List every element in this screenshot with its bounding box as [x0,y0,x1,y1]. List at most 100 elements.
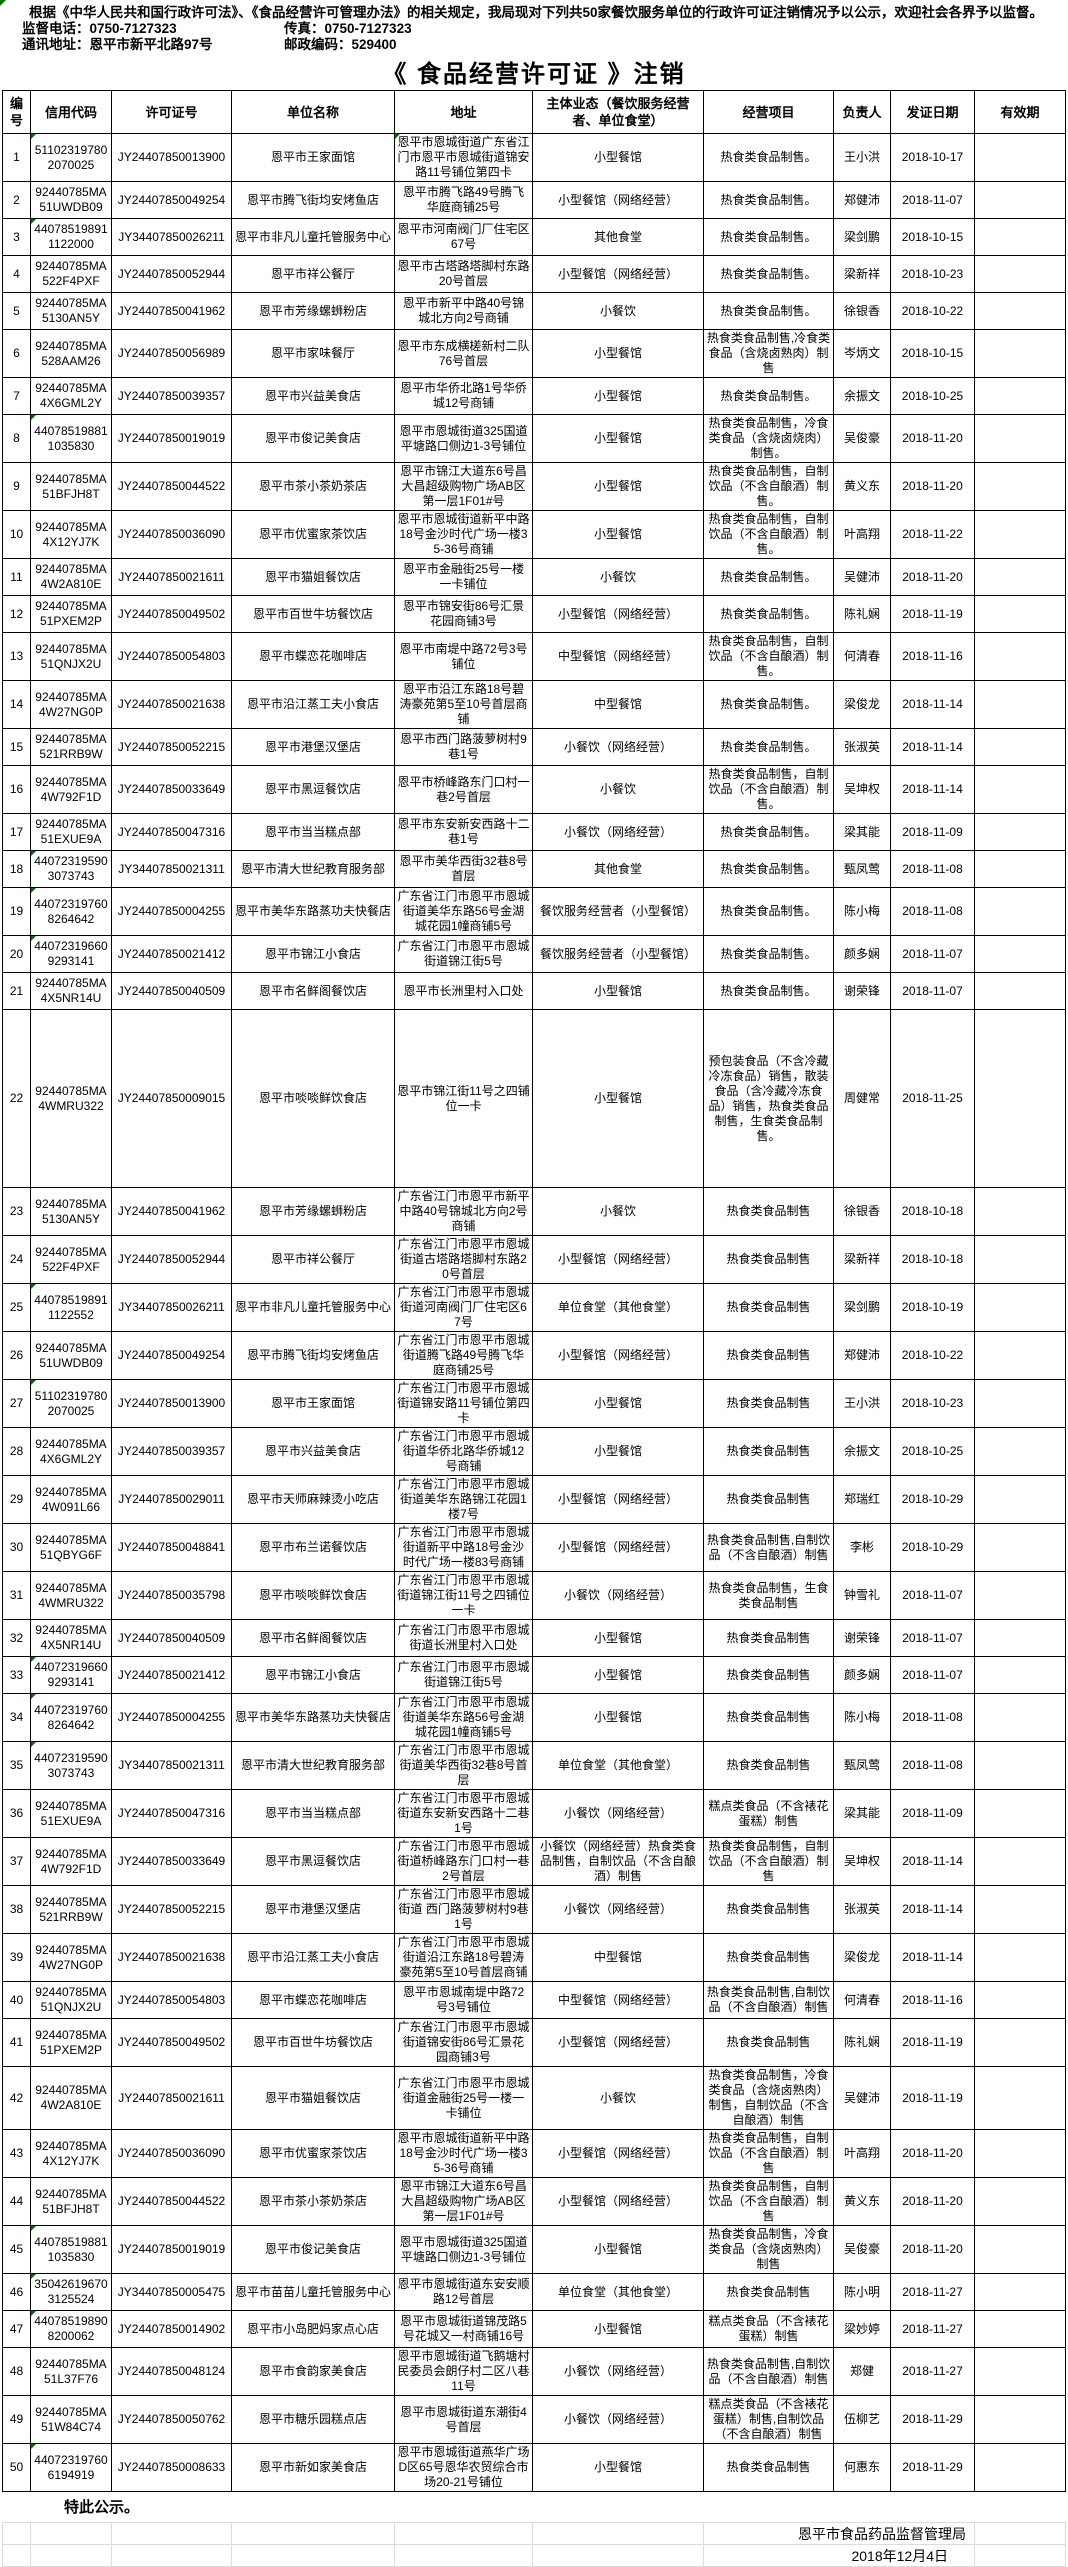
cell-credit-code[interactable]: 511023197802070025 [30,1379,112,1428]
cell-issue-date[interactable]: 2018-10-29 [890,1475,975,1524]
cell-license-no[interactable]: JY24407850039357 [111,377,232,415]
cell-business-scope[interactable]: 热食类食品制售 [703,1933,834,1982]
cell-address[interactable]: 广东省江门市恩平市恩城街道美华东路56号金湖城花园1幢商铺5号 [394,1693,533,1742]
cell-business-scope[interactable]: 热食类食品制售。 [703,728,834,766]
cell-row-number[interactable]: 1 [2,133,31,182]
cell-business-scope[interactable]: 糕点类食品（不含裱花蛋糕）制售,自制饮品（不含自酿酒）制售 [703,2395,834,2444]
cell-issue-date[interactable]: 2018-10-23 [890,1379,975,1428]
cell-row-number[interactable]: 11 [2,558,31,596]
cell-license-no[interactable]: JY24407850054803 [111,1981,232,2019]
cell-business-type[interactable]: 小餐饮（网络经营） [532,728,704,766]
cell-address[interactable]: 广东省江门市恩平市恩城街道锦江街5号 [394,1656,533,1694]
cell-business-scope[interactable]: 热食类食品制售。 [703,558,834,596]
cell-address[interactable]: 恩平市美华西街32巷8号首层 [394,850,533,888]
cell-valid-period[interactable] [974,2443,1066,2492]
empty-cell[interactable] [30,2522,112,2545]
notice-date[interactable]: 2018年12月4日 [703,2544,975,2567]
cell-valid-period[interactable] [974,2310,1066,2348]
cell-address[interactable]: 恩平市金融街25号一楼一卡铺位 [394,558,533,596]
cell-license-no[interactable]: JY24407850008633 [111,2443,232,2492]
cell-credit-code[interactable]: 92440785MA4X12YJ7K [30,2129,112,2178]
cell-license-no[interactable]: JY24407850021638 [111,1933,232,1982]
cell-person[interactable]: 吴坤权 [833,1837,891,1886]
cell-valid-period[interactable] [974,292,1066,330]
cell-valid-period[interactable] [974,1981,1066,2019]
cell-address[interactable]: 恩平市长洲里村入口处 [394,972,533,1010]
cell-unit-name[interactable]: 恩平市新如家美食店 [231,2443,395,2492]
empty-cell[interactable] [974,2522,1066,2545]
cell-business-type[interactable]: 单位食堂（其他食堂） [532,2273,704,2311]
cell-person[interactable]: 梁其能 [833,1789,891,1838]
cell-business-type[interactable]: 小餐饮（网络经营） [532,1571,704,1620]
cell-credit-code[interactable]: 511023197802070025 [30,133,112,182]
cell-credit-code[interactable]: 92440785MA51PXEM2P [30,2018,112,2067]
cell-valid-period[interactable] [974,850,1066,888]
cell-credit-code[interactable]: 440785198811035830 [30,414,112,463]
cell-license-no[interactable]: JY24407850036090 [111,2129,232,2178]
cell-unit-name[interactable]: 恩平市港堡汉堡店 [231,1885,395,1934]
cell-valid-period[interactable] [974,1571,1066,1620]
cell-credit-code[interactable]: 92440785MA4W2A810E [30,2066,112,2130]
cell-person[interactable]: 陈礼娴 [833,595,891,633]
cell-credit-code[interactable]: 92440785MA5130AN5Y [30,1187,112,1236]
cell-issue-date[interactable]: 2018-11-14 [890,1933,975,1982]
cell-address[interactable]: 广东省江门市恩平市恩城街道美华西街32巷8号首层 [394,1741,533,1790]
cell-row-number[interactable]: 20 [2,935,31,973]
cell-address[interactable]: 恩平市恩城街道新平中路18号金沙时代广场一楼35-36号商铺 [394,510,533,559]
cell-business-scope[interactable]: 热食类食品制售,冷食类食品（含烧卤熟肉）制售 [703,329,834,378]
header-business-scope[interactable]: 经营项目 [703,90,834,134]
cell-person[interactable]: 梁新祥 [833,255,891,293]
cell-license-no[interactable]: JY24407850021412 [111,1656,232,1694]
cell-business-type[interactable]: 小型餐馆 [532,329,704,378]
cell-address[interactable]: 恩平市华侨北路1号华侨城12号商铺 [394,377,533,415]
cell-business-type[interactable]: 餐饮服务经营者（小型餐馆） [532,887,704,936]
cell-issue-date[interactable]: 2018-11-27 [890,2310,975,2348]
cell-valid-period[interactable] [974,133,1066,182]
cell-issue-date[interactable]: 2018-10-29 [890,1523,975,1572]
cell-issue-date[interactable]: 2018-11-07 [890,972,975,1010]
cell-credit-code[interactable]: 92440785MA51EXUE9A [30,813,112,851]
cell-issue-date[interactable]: 2018-11-14 [890,680,975,729]
cell-address[interactable]: 恩平市恩城街道燕华广场D区65号恩华农贸综合市场20-21号铺位 [394,2443,533,2492]
cell-address[interactable]: 广东省江门市恩平市恩城街道腾飞路49号腾飞华庭商铺25号 [394,1331,533,1380]
cell-license-no[interactable]: JY24407850048124 [111,2347,232,2396]
cell-credit-code[interactable]: 92440785MA4X5NR14U [30,1619,112,1657]
cell-issue-date[interactable]: 2018-11-09 [890,1789,975,1838]
cell-credit-code[interactable]: 92440785MA51UWDB09 [30,1331,112,1380]
cell-person[interactable]: 余振文 [833,377,891,415]
cell-person[interactable]: 陈小梅 [833,887,891,936]
cell-valid-period[interactable] [974,1656,1066,1694]
cell-license-no[interactable]: JY24407850039357 [111,1427,232,1476]
cell-license-no[interactable]: JY34407850021311 [111,1741,232,1790]
cell-unit-name[interactable]: 恩平市啖啖鲜饮食店 [231,1571,395,1620]
cell-valid-period[interactable] [974,2018,1066,2067]
cell-address[interactable]: 恩平市恩城街道飞鹅塘村民委员会朗仔村二区八巷11号 [394,2347,533,2396]
cell-person[interactable]: 李彬 [833,1523,891,1572]
cell-person[interactable]: 吴健沛 [833,2066,891,2130]
cell-unit-name[interactable]: 恩平市祥公餐厅 [231,255,395,293]
cell-row-number[interactable]: 46 [2,2273,31,2311]
header-license-no[interactable]: 许可证号 [111,90,232,134]
cell-person[interactable]: 郑健沛 [833,181,891,219]
cell-valid-period[interactable] [974,2225,1066,2274]
cell-business-type[interactable]: 小型餐馆（网络经营） [532,595,704,633]
cell-business-type[interactable]: 小餐饮（网络经营） [532,2347,704,2396]
cell-business-type[interactable]: 小型餐馆（网络经营） [532,1523,704,1572]
cell-credit-code[interactable]: 92440785MA521RRB9W [30,728,112,766]
header-business-type[interactable]: 主体业态（餐饮服务经营者、单位食堂） [532,90,704,134]
cell-business-scope[interactable]: 热食类食品制售。 [703,292,834,330]
cell-unit-name[interactable]: 恩平市黑逗餐饮店 [231,1837,395,1886]
cell-valid-period[interactable] [974,1379,1066,1428]
cell-unit-name[interactable]: 恩平市港堡汉堡店 [231,728,395,766]
cell-business-scope[interactable]: 热食类食品制售。 [703,255,834,293]
cell-row-number[interactable]: 39 [2,1933,31,1982]
cell-person[interactable]: 钟雪礼 [833,1571,891,1620]
cell-business-type[interactable]: 小餐饮（网络经营） [532,1885,704,1934]
cell-credit-code[interactable]: 92440785MA522F4PXF [30,1235,112,1284]
cell-business-type[interactable]: 中型餐馆 [532,1933,704,1982]
cell-license-no[interactable]: JY24407850052215 [111,1885,232,1934]
cell-license-no[interactable]: JY24407850054803 [111,632,232,681]
cell-license-no[interactable]: JY34407850005475 [111,2273,232,2311]
cell-credit-code[interactable]: 92440785MA4W792F1D [30,1837,112,1886]
cell-issue-date[interactable]: 2018-11-07 [890,1656,975,1694]
